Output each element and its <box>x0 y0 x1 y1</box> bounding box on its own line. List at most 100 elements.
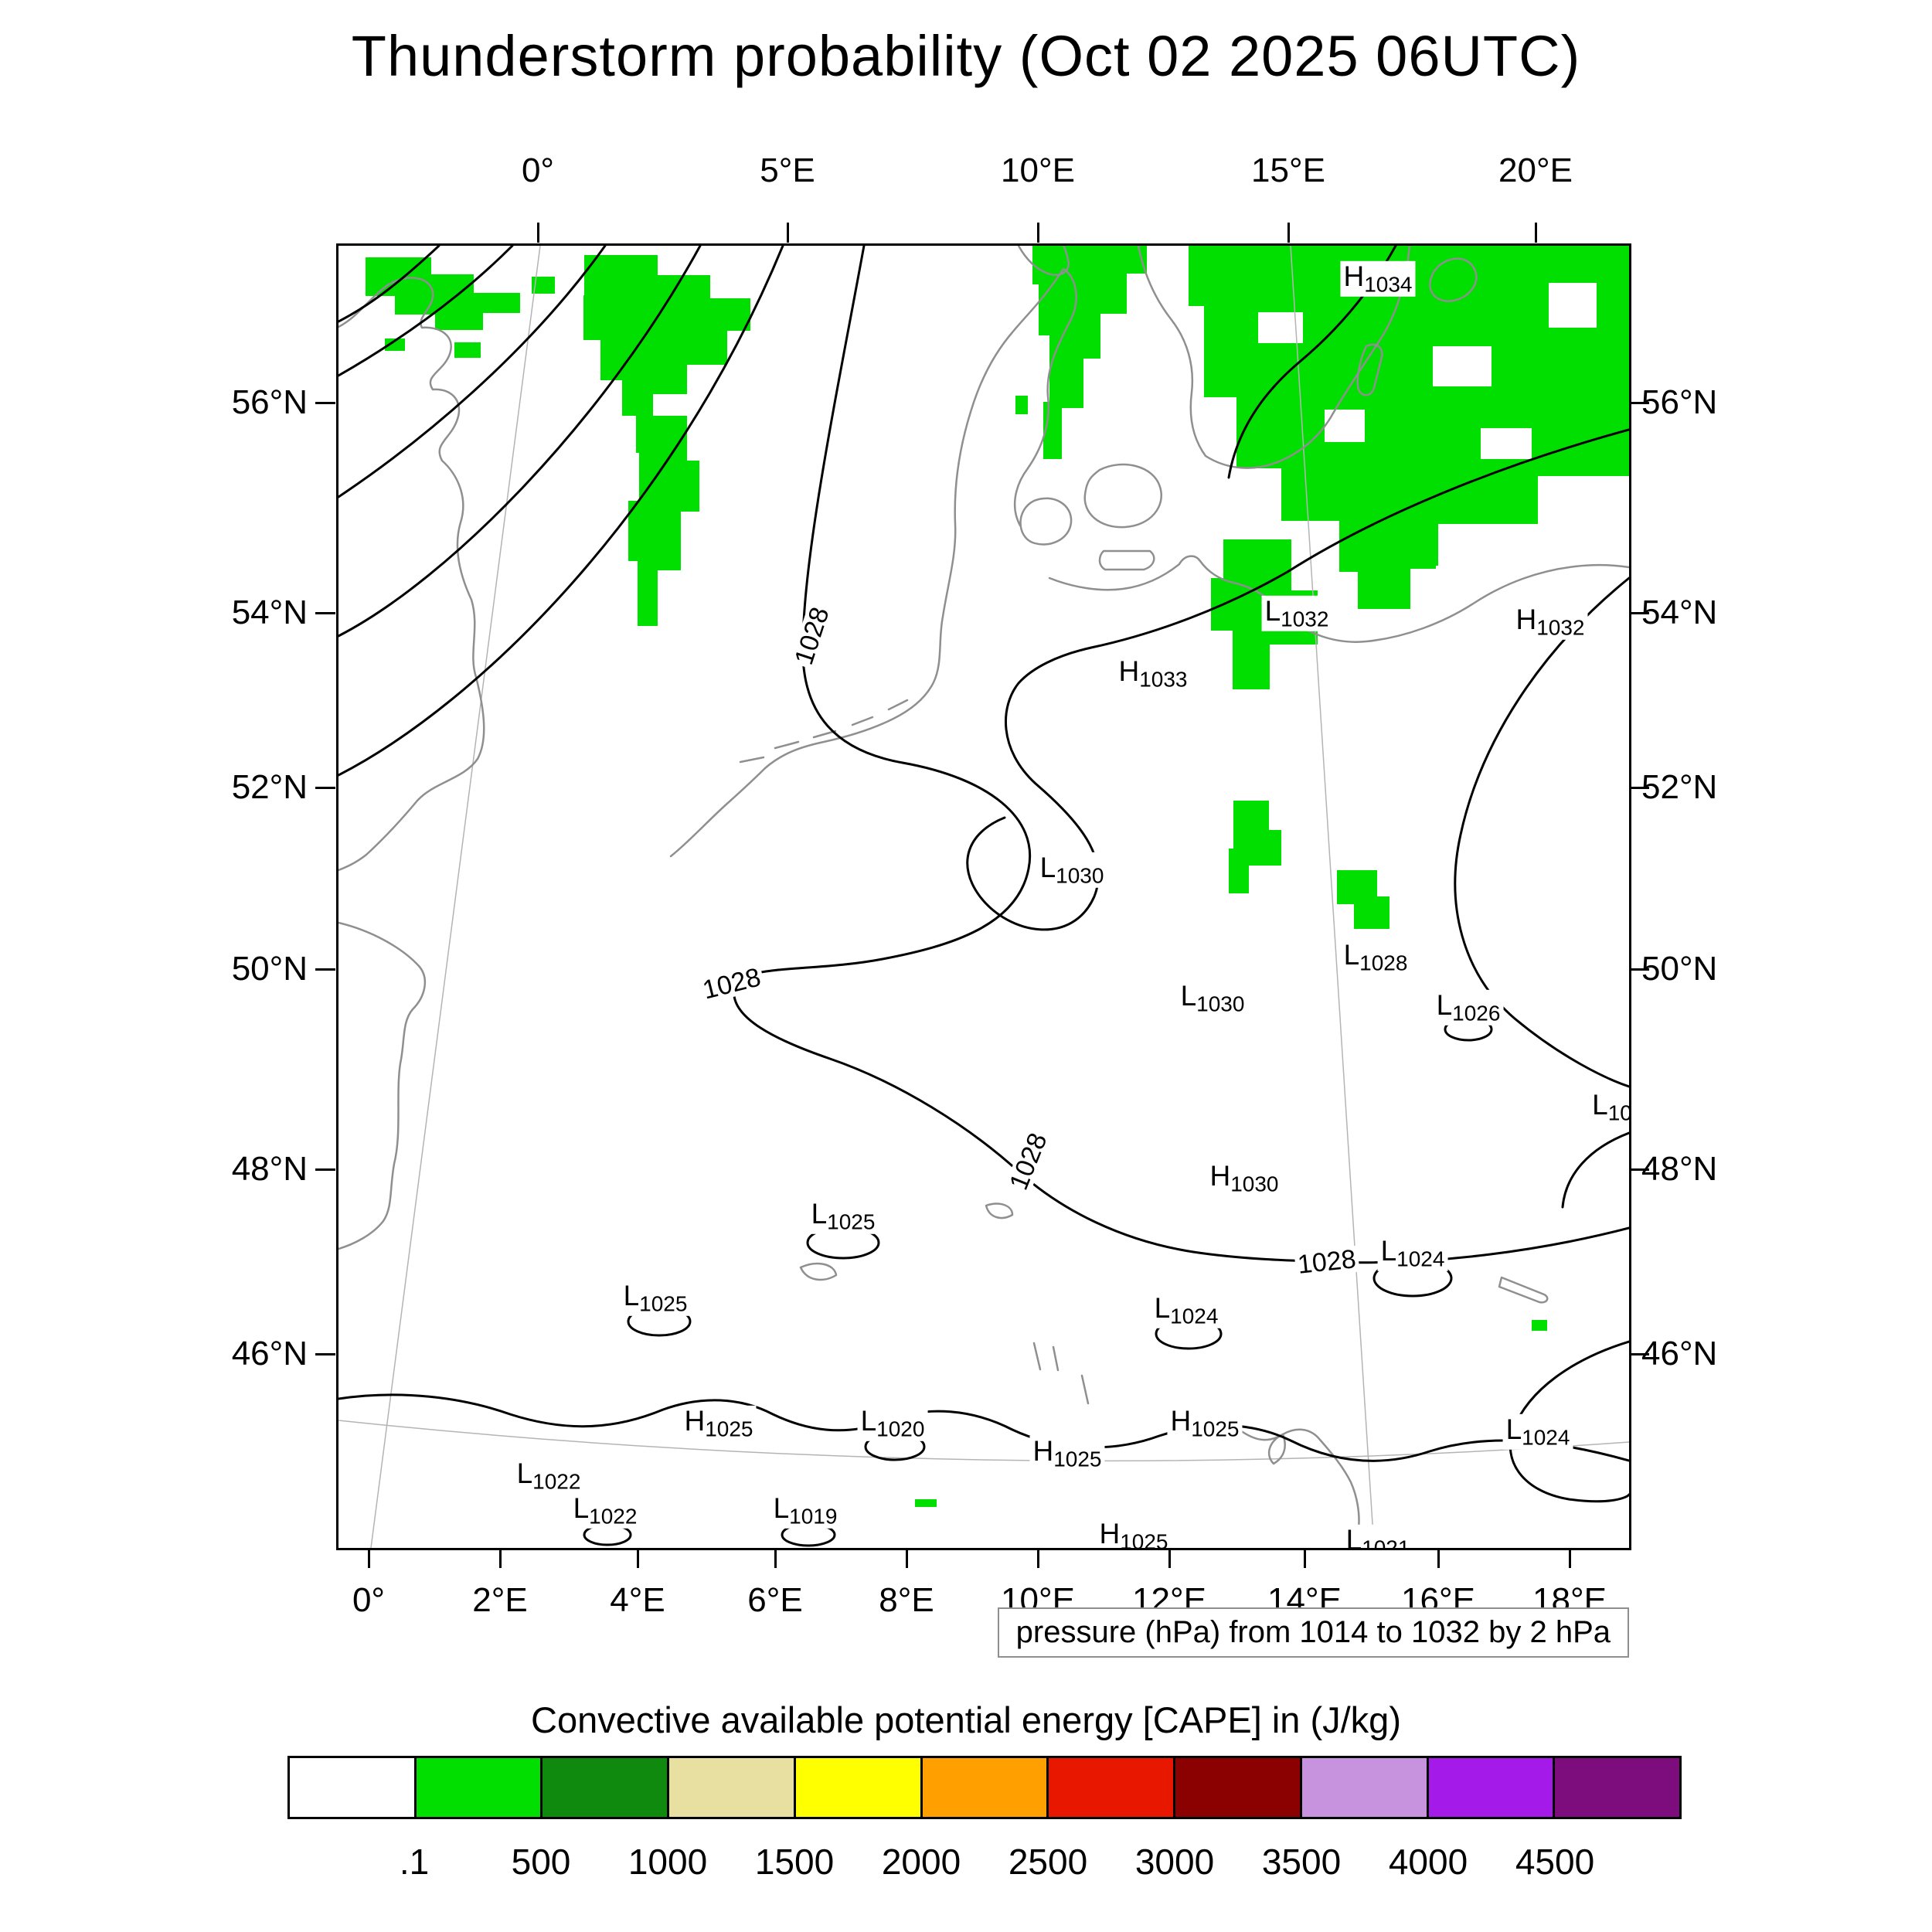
colorbar-cell <box>1555 1758 1680 1817</box>
isobar-nw-5 <box>338 246 784 777</box>
isobar-east-1 <box>966 428 1629 931</box>
pressure-center: L1022 <box>513 1458 584 1494</box>
cape-hole <box>1433 346 1492 386</box>
map-graphics <box>338 246 1629 1548</box>
top-axis-label: 5°E <box>760 151 815 189</box>
axis-tick <box>537 223 539 243</box>
coastlines-group <box>338 246 1629 1530</box>
left-axis-label: 50°N <box>231 950 308 988</box>
pressure-center: H1025 <box>1029 1435 1105 1471</box>
coast-northsea-continent <box>669 267 1077 858</box>
axis-tick <box>368 1548 370 1568</box>
pressure-center: L1024 <box>1151 1292 1222 1328</box>
isobar-nw-4 <box>338 246 702 638</box>
colorbar-cell <box>416 1758 543 1817</box>
pressure-center: L1030 <box>1177 980 1248 1016</box>
cape-hole <box>1481 428 1532 459</box>
pressure-center: L1026 <box>1433 989 1504 1026</box>
colorbar-label: 3000 <box>1134 1842 1215 1882</box>
axis-tick <box>315 1353 335 1355</box>
colorbar-label: 4000 <box>1388 1842 1468 1882</box>
right-axis-label: 48°N <box>1641 1150 1718 1188</box>
axis-tick <box>315 787 335 789</box>
pressure-center: H1030 <box>1206 1160 1282 1196</box>
axis-tick <box>774 1548 777 1568</box>
pressure-center: L1021 <box>1342 1524 1413 1548</box>
axis-tick <box>787 223 789 243</box>
cape-speck <box>915 1499 937 1507</box>
bottom-axis-label: 6°E <box>747 1581 803 1619</box>
cape-hole <box>1549 283 1597 328</box>
coast-istria <box>1267 1433 1286 1465</box>
cape-patch-baltic-south <box>1339 521 1438 609</box>
top-axis-label: 20°E <box>1498 151 1573 189</box>
left-axis-label: 52°N <box>231 768 308 806</box>
left-axis-label: 48°N <box>231 1150 308 1188</box>
colorbar-cell <box>543 1758 670 1817</box>
axis-tick <box>1168 1548 1171 1568</box>
axis-tick <box>1437 1548 1440 1568</box>
axis-tick <box>1629 1353 1649 1355</box>
pressure-center: L1022 <box>570 1492 641 1529</box>
cape-speck <box>1532 1320 1547 1331</box>
axis-tick <box>315 1168 335 1171</box>
pressure-center: H1033 <box>1115 655 1191 692</box>
cape-speck <box>454 342 481 358</box>
isobar-east-2 <box>1454 577 1629 1088</box>
right-axis-label: 50°N <box>1641 950 1718 988</box>
axis-tick <box>1535 223 1537 243</box>
colorbar-label: 1500 <box>754 1842 835 1882</box>
cape-hole <box>1258 312 1303 343</box>
pressure-center: L10 <box>1589 1089 1629 1125</box>
colorbar-label: 3500 <box>1261 1842 1342 1882</box>
colorbar-cell <box>669 1758 796 1817</box>
isobar-south-wiggle <box>338 1393 1629 1462</box>
colorbar-cell <box>1175 1758 1302 1817</box>
pressure-center: H1032 <box>1512 604 1588 640</box>
pressure-center: L1025 <box>808 1198 879 1234</box>
colorbar-label: 2500 <box>1008 1842 1088 1882</box>
cape-patch-oder-2 <box>1337 870 1389 929</box>
left-axis-label: 54°N <box>231 594 308 631</box>
axis-tick <box>1569 1548 1571 1568</box>
colorbar-label: 1000 <box>628 1842 708 1882</box>
isobar-nw-2 <box>338 246 514 377</box>
coast-balaton <box>1498 1276 1549 1304</box>
bottom-axis-label: 8°E <box>879 1581 934 1619</box>
pressure-center: L1028 <box>1340 939 1411 975</box>
right-axis-label: 54°N <box>1641 594 1718 631</box>
axis-tick <box>315 968 335 971</box>
cape-patch-north-sea-tail <box>628 416 699 626</box>
colorbar-cell <box>795 1758 923 1817</box>
coast-britain <box>338 277 485 872</box>
colorbar-cell <box>290 1758 417 1817</box>
meridian-0e <box>370 246 541 1548</box>
right-axis-label: 52°N <box>1641 768 1718 806</box>
pressure-center: H1025 <box>1167 1405 1243 1441</box>
colorbar-cell <box>1301 1758 1429 1817</box>
cape-hole <box>1325 410 1365 442</box>
isobar-nw-1 <box>338 246 440 323</box>
colorbar-label: .1 <box>399 1842 430 1882</box>
bottom-axis-label: 4°E <box>610 1581 665 1619</box>
axis-tick <box>1304 1548 1306 1568</box>
coast-lake-geneva <box>799 1262 838 1281</box>
cape-speck <box>1015 396 1028 414</box>
axis-tick <box>315 612 335 614</box>
pressure-center: H1025 <box>681 1405 757 1441</box>
coast-gotland <box>1429 257 1478 302</box>
colorbar-label: 500 <box>511 1842 571 1882</box>
cape-speck <box>385 338 405 351</box>
pressure-center: L1020 <box>857 1405 928 1441</box>
coast-oslofjord <box>1017 246 1070 276</box>
pressure-center: L1024 <box>1502 1413 1573 1450</box>
axis-tick <box>906 1548 908 1568</box>
bottom-axis-label: 0° <box>352 1581 386 1619</box>
cape-speck <box>532 277 555 294</box>
bottom-axis-label: 2°E <box>472 1581 528 1619</box>
colorbar-label: 2000 <box>881 1842 961 1882</box>
axis-tick <box>1629 402 1649 404</box>
pressure-center: L1025 <box>620 1280 691 1316</box>
top-axis-label: 10°E <box>1001 151 1075 189</box>
colorbar-label: 4500 <box>1515 1842 1595 1882</box>
